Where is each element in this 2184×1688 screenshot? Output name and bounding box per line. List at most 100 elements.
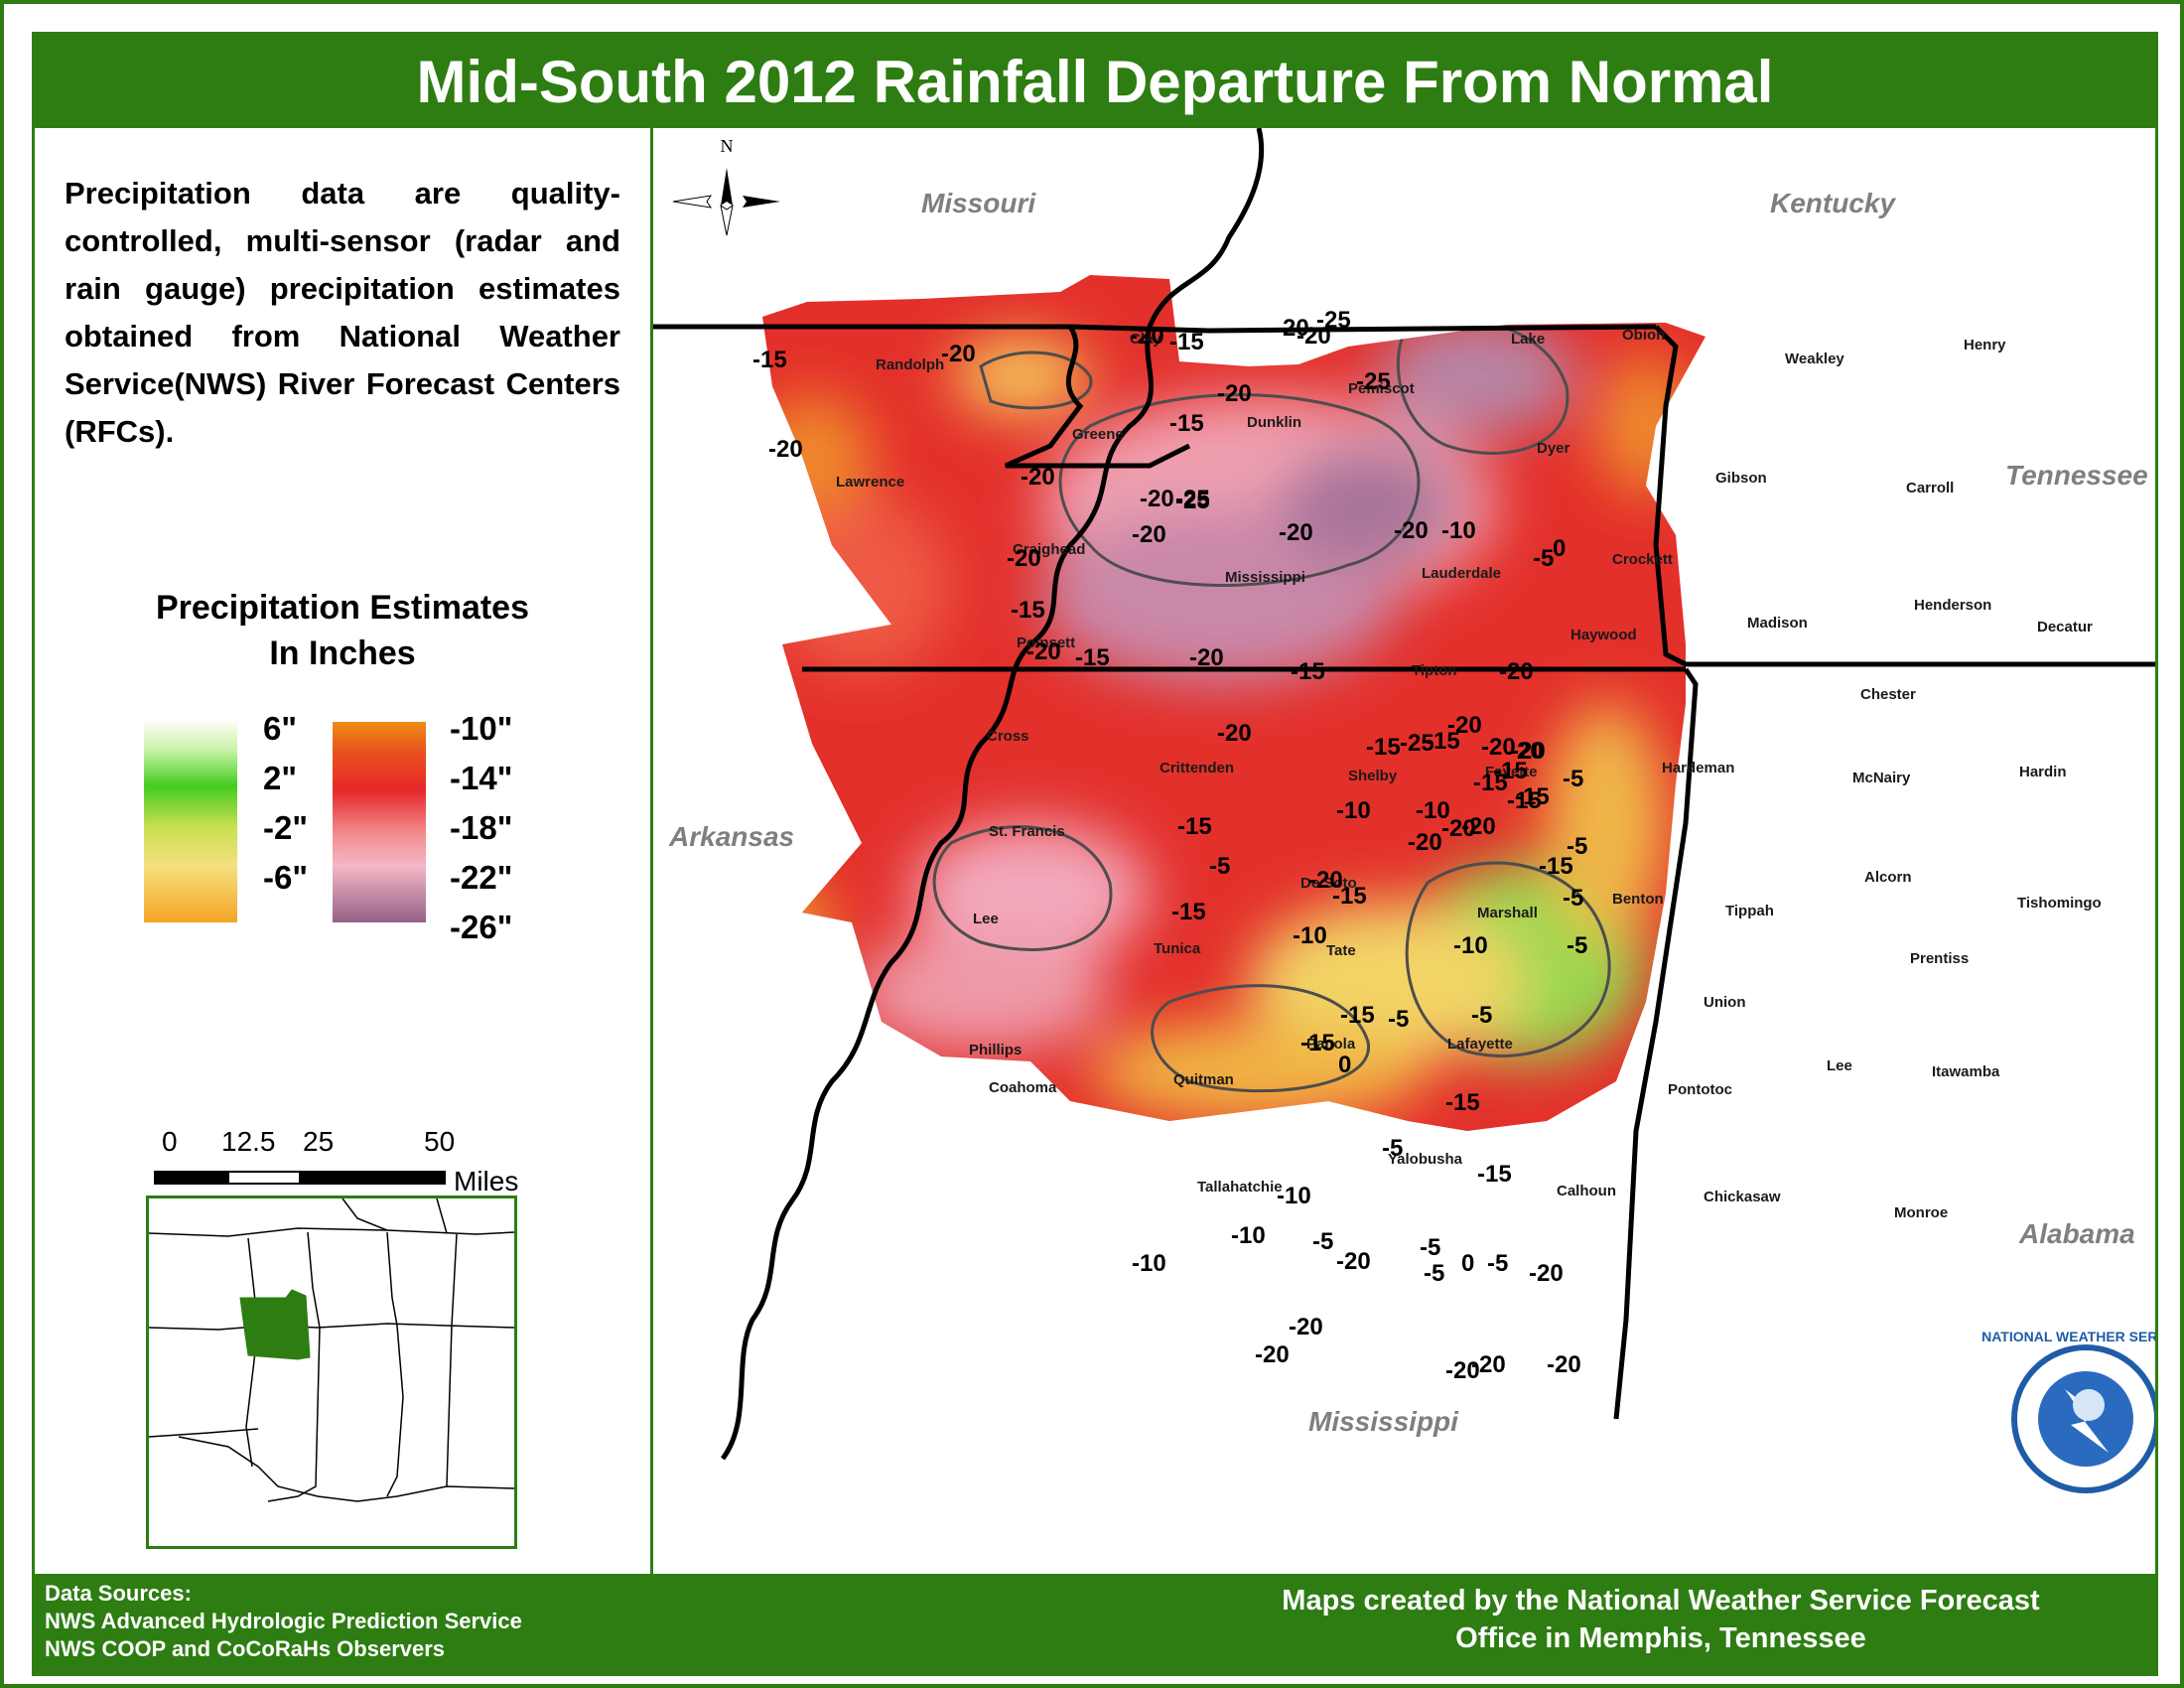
contour-label: -20: [1007, 545, 1041, 572]
county-label: Prentiss: [1910, 950, 1970, 967]
north-arrow: N: [672, 136, 780, 236]
county-label: Fayette: [1485, 764, 1538, 780]
contour-label: -10: [1336, 797, 1371, 824]
county-label: Phillips: [969, 1042, 1023, 1058]
contour-label: 0: [1461, 1250, 1475, 1277]
county-label: St. Francis: [989, 823, 1065, 840]
contour-label: -15: [1171, 899, 1206, 925]
legend-title: Precipitation Estimates In Inches: [35, 585, 650, 676]
legend-tick: 6": [263, 710, 297, 747]
contour-label: -10: [1231, 1222, 1266, 1249]
contour-label: -25: [1400, 730, 1434, 757]
data-sources: Data Sources: NWS Advanced Hydrologic Pr…: [45, 1580, 522, 1663]
locator-inset-map: [146, 1196, 517, 1549]
county-label: Lake: [1511, 331, 1546, 348]
county-label: Shelby: [1348, 768, 1398, 784]
contour-label: -15: [1477, 1161, 1512, 1188]
county-label: Decatur: [2037, 619, 2093, 635]
contour-label: -20: [1275, 315, 1309, 342]
state-label-alabama: Alabama: [2019, 1218, 2135, 1249]
county-label: Cross: [987, 728, 1029, 745]
sources-title: Data Sources:: [45, 1581, 192, 1606]
scale-label: 25: [303, 1126, 335, 1157]
contour-label: -10: [1293, 922, 1327, 949]
county-label: Chester: [1860, 686, 1916, 703]
contour-label: -20: [1021, 464, 1055, 491]
county-label: Pemiscot: [1348, 380, 1415, 397]
contour-label: -20: [1308, 867, 1343, 894]
state-boundaries: [653, 128, 2155, 1461]
contour-label: -20: [768, 436, 803, 463]
contour-label: -15: [1493, 758, 1528, 784]
contour-label: -20: [1140, 486, 1174, 512]
contour-label: -20: [1499, 658, 1534, 685]
contour-label: -5: [1312, 1228, 1334, 1255]
left-panel: Precipitation data are quality-controlle…: [35, 128, 653, 1574]
credit-line: Office in Memphis, Tennessee: [1455, 1622, 1866, 1654]
county-label: Lafayette: [1447, 1036, 1513, 1053]
legend-ramp-wet: [144, 722, 237, 922]
contour-label: -15: [1291, 658, 1325, 685]
map-title-bar: Mid-South 2012 Rainfall Departure From N…: [35, 35, 2155, 128]
contour-label: -20: [1217, 720, 1252, 747]
county-label: Haywood: [1570, 627, 1637, 643]
contour-label: -20: [1217, 380, 1252, 407]
contour-label: -20: [1255, 1341, 1290, 1368]
contour-label: -10: [1441, 517, 1476, 544]
contour-label: -25: [1175, 488, 1210, 514]
contour-label: -10: [1132, 1250, 1166, 1277]
contour-label: -5: [1209, 853, 1231, 880]
contour-label: -20: [1447, 712, 1482, 739]
county-label: Benton: [1612, 891, 1664, 908]
contour-label: -20: [1394, 517, 1429, 544]
scale-bar: 0 12.5 25 50 Miles: [154, 1126, 551, 1215]
county-label: Calhoun: [1557, 1183, 1616, 1199]
county-label: Madison: [1747, 615, 1808, 632]
main-map[interactable]: N NATIONAL WEATHER SERVICE Missouri Kent…: [653, 128, 2155, 1574]
contour-label: -5: [1382, 1135, 1404, 1162]
legend-tick: -2": [263, 809, 308, 846]
county-label: Lee: [1827, 1057, 1852, 1074]
contour-label: -20: [1509, 738, 1544, 765]
scale-label: 50: [424, 1126, 456, 1157]
inner-frame: Mid-South 2012 Rainfall Departure From N…: [32, 32, 2158, 1676]
source-line: NWS COOP and CoCoRaHs Observers: [45, 1636, 446, 1661]
legend-tick: -6": [263, 859, 308, 896]
contour-label: -15: [752, 347, 787, 373]
county-label: Quitman: [1173, 1071, 1234, 1088]
contour-label: -15: [1340, 1002, 1375, 1029]
county-label: Lawrence: [836, 474, 905, 491]
contour-label: -15: [1075, 644, 1110, 671]
county-label: Itawamba: [1932, 1063, 2000, 1080]
contour-label: -5: [1563, 766, 1584, 792]
legend-tick: -14": [450, 760, 513, 796]
county-label: Coahoma: [989, 1079, 1057, 1096]
contour-label: -20: [1297, 323, 1331, 350]
county-label: Hardeman: [1662, 760, 1735, 776]
contour-label: -5: [1471, 1002, 1493, 1029]
state-label-kentucky: Kentucky: [1770, 188, 1896, 218]
contour-label: 0: [1338, 1052, 1352, 1078]
county-label: Monroe: [1894, 1204, 1949, 1221]
contour-label: -20: [1336, 1248, 1371, 1275]
legend-ramp-dry: [333, 722, 426, 922]
contour-label: -20: [941, 341, 976, 367]
contour-label: -15: [1169, 410, 1204, 437]
county-label: Pontotoc: [1668, 1081, 1732, 1098]
contour-label: -20: [1511, 738, 1546, 765]
scale-segment: [227, 1171, 301, 1185]
county-label: Lauderdale: [1422, 565, 1502, 582]
county-label: Henry: [1964, 337, 2006, 353]
locator-map-svg: [148, 1197, 515, 1502]
contour-label: -20: [1481, 734, 1516, 761]
scale-segment: [301, 1171, 446, 1185]
county-label: Gibson: [1715, 470, 1767, 487]
contour-label: 0: [1553, 535, 1567, 562]
contour-label: -15: [1366, 734, 1401, 761]
north-arrow-n-label: N: [721, 136, 734, 156]
contour-label: -20: [1279, 519, 1313, 546]
county-label: Randolph: [876, 356, 945, 373]
contour-label: -20: [1461, 813, 1496, 840]
contour-label: -20: [1547, 1351, 1581, 1378]
scale-unit: Miles: [454, 1166, 519, 1196]
